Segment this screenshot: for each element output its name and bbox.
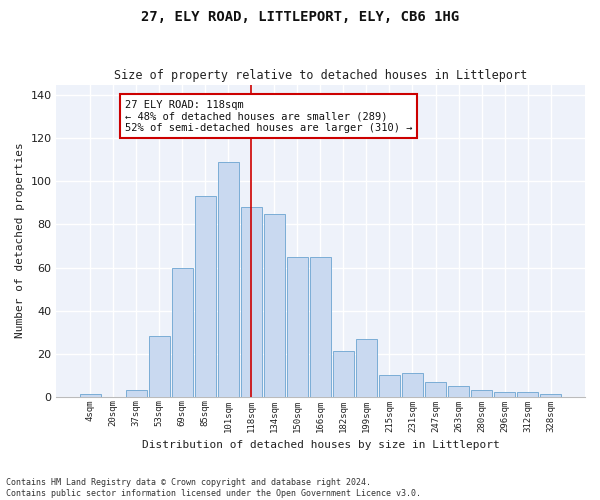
Bar: [218, 162, 239, 396]
Bar: [402, 373, 423, 396]
Bar: [195, 196, 215, 396]
Bar: [494, 392, 515, 396]
Bar: [149, 336, 170, 396]
Bar: [310, 256, 331, 396]
Bar: [126, 390, 146, 396]
X-axis label: Distribution of detached houses by size in Littleport: Distribution of detached houses by size …: [142, 440, 499, 450]
Bar: [517, 392, 538, 396]
Text: 27, ELY ROAD, LITTLEPORT, ELY, CB6 1HG: 27, ELY ROAD, LITTLEPORT, ELY, CB6 1HG: [141, 10, 459, 24]
Text: 27 ELY ROAD: 118sqm
← 48% of detached houses are smaller (289)
52% of semi-detac: 27 ELY ROAD: 118sqm ← 48% of detached ho…: [125, 100, 412, 133]
Bar: [448, 386, 469, 396]
Bar: [172, 268, 193, 396]
Title: Size of property relative to detached houses in Littleport: Size of property relative to detached ho…: [114, 69, 527, 82]
Bar: [540, 394, 561, 396]
Bar: [333, 352, 354, 397]
Bar: [264, 214, 285, 396]
Bar: [80, 394, 101, 396]
Bar: [379, 375, 400, 396]
Bar: [241, 207, 262, 396]
Bar: [471, 390, 492, 396]
Bar: [287, 256, 308, 396]
Text: Contains HM Land Registry data © Crown copyright and database right 2024.
Contai: Contains HM Land Registry data © Crown c…: [6, 478, 421, 498]
Bar: [356, 338, 377, 396]
Y-axis label: Number of detached properties: Number of detached properties: [15, 142, 25, 338]
Bar: [425, 382, 446, 396]
